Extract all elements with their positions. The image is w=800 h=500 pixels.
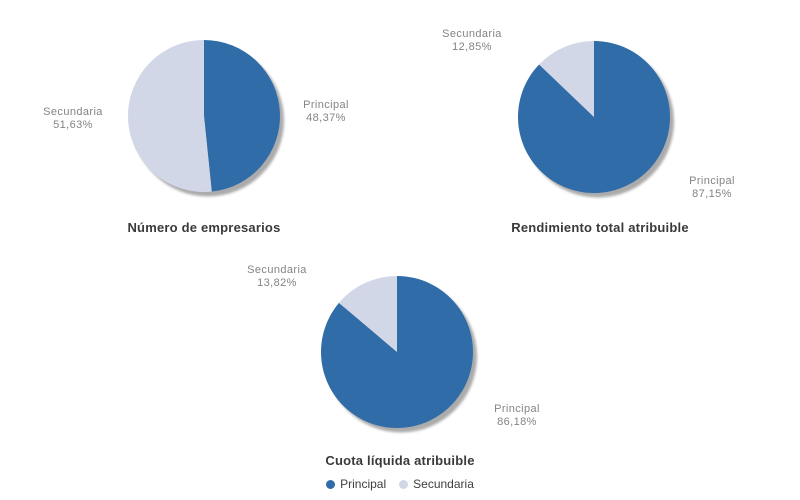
data-label-secundaria: Secundaria 12,85%	[440, 28, 504, 54]
data-label-principal: Principal 87,15%	[680, 175, 744, 201]
data-label-value: 48,37%	[306, 112, 346, 124]
data-label-name: Principal	[494, 403, 540, 415]
data-label-secundaria: Secundaria 51,63%	[41, 106, 105, 132]
pie-slice-secundaria[interactable]	[539, 41, 594, 117]
legend: Principal Secundaria	[0, 477, 800, 491]
data-label-value: 12,85%	[452, 41, 492, 53]
pie-rendimiento-total-atribuible	[517, 41, 674, 198]
pie-numero-de-empresarios	[127, 39, 284, 197]
pie-slice-secundaria[interactable]	[338, 276, 397, 352]
pie-slice-principal[interactable]	[321, 276, 474, 428]
legend-item-secundaria[interactable]: Secundaria	[399, 477, 474, 491]
legend-label: Principal	[340, 477, 387, 491]
data-label-name: Secundaria	[442, 28, 502, 40]
chart-title: Cuota líquida atribuible	[325, 453, 475, 468]
data-label-value: 51,63%	[53, 119, 93, 131]
legend-label: Secundaria	[413, 477, 474, 491]
data-label-secundaria: Secundaria 13,82%	[245, 264, 309, 290]
data-label-value: 87,15%	[692, 188, 732, 200]
data-label-principal: Principal 48,37%	[294, 99, 358, 125]
data-label-value: 86,18%	[497, 416, 537, 428]
chart-rendimiento-total-atribuible: Secundaria 12,85% Principal 87,15% Rendi…	[400, 0, 800, 252]
data-label-name: Principal	[689, 175, 735, 187]
legend-dot-principal-icon	[326, 479, 336, 489]
data-label-value: 13,82%	[257, 277, 297, 289]
chart-cuota-liquida-atribuible: Secundaria 13,82% Principal 86,18% Cuota…	[200, 255, 600, 477]
data-label-name: Secundaria	[43, 106, 103, 118]
pie-slice-principal[interactable]	[204, 40, 280, 192]
chart-title: Número de empresarios	[127, 220, 281, 235]
pie-slice-principal[interactable]	[517, 41, 670, 193]
legend-item-principal[interactable]: Principal	[326, 477, 386, 491]
legend-dot-secundaria-icon	[399, 479, 409, 489]
chart-title: Rendimiento total atribuible	[511, 220, 689, 235]
data-label-principal: Principal 86,18%	[485, 403, 549, 429]
pie-slice-secundaria[interactable]	[127, 39, 212, 192]
data-label-name: Principal	[303, 99, 349, 111]
data-label-name: Secundaria	[247, 264, 307, 276]
chart-numero-de-empresarios: Principal 48,37% Secundaria 51,63% Númer…	[0, 0, 395, 252]
pie-cuota-liquida-atribuible	[321, 276, 477, 433]
